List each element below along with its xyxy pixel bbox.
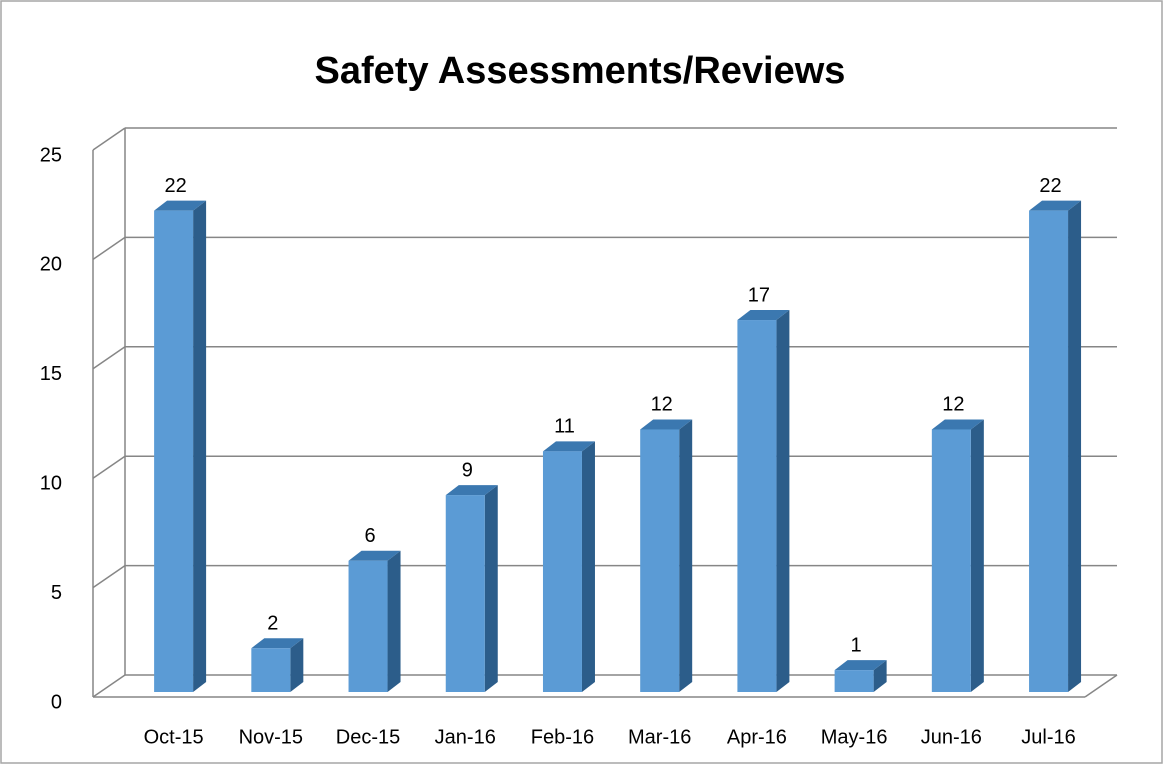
x-tick-label: Nov-15: [239, 726, 303, 748]
bar-front: [834, 670, 874, 692]
data-label: 6: [364, 525, 375, 547]
bar: [542, 441, 595, 692]
data-label: 12: [651, 394, 673, 416]
x-tick-label: Feb-16: [531, 726, 594, 748]
bar-front: [1029, 210, 1069, 692]
bar-front: [737, 320, 777, 692]
bar-side: [484, 485, 498, 692]
x-tick-label: Jun-16: [921, 726, 982, 748]
tick-line: [92, 564, 126, 589]
y-tick-label: 5: [51, 582, 62, 604]
data-label: 2: [267, 613, 278, 635]
bar: [445, 485, 498, 692]
floor-line: [1084, 674, 1118, 698]
data-label: 9: [462, 459, 473, 481]
bar-top: [931, 419, 984, 430]
x-tick-label: Dec-15: [336, 726, 400, 748]
bar-side: [776, 310, 790, 692]
x-tick-label: Jul-16: [1021, 726, 1075, 748]
bar-front: [931, 429, 971, 692]
bar-side: [970, 419, 984, 692]
data-label: 22: [164, 175, 186, 197]
bar: [348, 550, 401, 692]
bar-side: [581, 441, 595, 692]
data-label: 17: [748, 284, 770, 306]
bar-top: [445, 485, 498, 496]
bar-top: [1029, 200, 1082, 211]
x-tick-label: Apr-16: [727, 726, 787, 748]
bar: [1029, 200, 1082, 692]
data-label: 1: [851, 634, 862, 656]
x-tick-label: Oct-15: [144, 726, 204, 748]
bar-side: [193, 200, 207, 692]
bar-front: [154, 210, 194, 692]
bar-top: [542, 441, 595, 452]
bar: [640, 419, 693, 692]
bar: [834, 660, 887, 692]
bar-front: [542, 451, 582, 692]
tick-line: [92, 455, 126, 479]
y-tick-label: 0: [51, 691, 62, 713]
bar: [931, 419, 984, 692]
bar-side: [679, 419, 693, 692]
bar-side: [290, 638, 304, 692]
bar-top: [834, 660, 887, 671]
bar-top: [737, 310, 790, 321]
tick-line: [92, 346, 126, 370]
bar-top: [348, 550, 401, 561]
bar-front: [348, 560, 388, 692]
y-tick-label: 20: [40, 254, 62, 276]
x-tick-label: May-16: [821, 726, 888, 748]
bar: [737, 310, 790, 692]
bar: [251, 638, 304, 692]
bar-side: [873, 660, 887, 692]
x-tick-label: Jan-16: [435, 726, 496, 748]
data-label: 12: [942, 394, 964, 416]
x-tick-label: Mar-16: [628, 726, 691, 748]
chart-title: Safety Assessments/Reviews: [315, 50, 846, 92]
bar-front: [640, 429, 680, 692]
tick-line: [92, 236, 126, 261]
bar-top: [251, 638, 304, 649]
data-label: 11: [554, 416, 575, 438]
y-tick-label: 25: [40, 144, 62, 166]
y-tick-label: 10: [40, 472, 62, 494]
data-label: 22: [1039, 175, 1061, 197]
bar-front: [445, 495, 485, 692]
bar-front: [251, 648, 291, 692]
y-tick-label: 15: [40, 363, 62, 385]
bar-side: [1068, 200, 1082, 692]
tick-line: [92, 674, 126, 698]
bar-top: [640, 419, 693, 430]
tick-line: [92, 127, 126, 151]
bar-top: [154, 200, 207, 211]
bar-side: [387, 550, 401, 692]
bar: [154, 200, 207, 692]
